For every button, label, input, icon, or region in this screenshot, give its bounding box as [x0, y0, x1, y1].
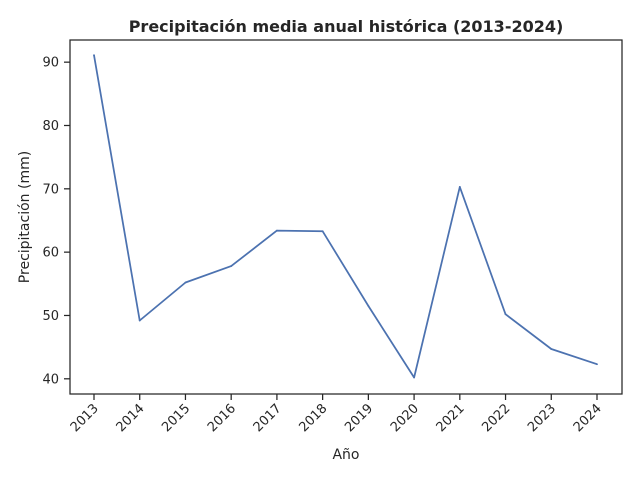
- y-axis: 40 50 60 70 80 90: [42, 56, 70, 387]
- data-point-2021: [458, 186, 461, 188]
- y-tick-label: 50: [42, 309, 59, 324]
- x-tick-label: 2020: [388, 401, 422, 435]
- x-tick-label: 2019: [342, 401, 376, 435]
- data-point-2019: [367, 305, 370, 307]
- data-point-2017: [276, 229, 278, 232]
- x-tick-label: 2013: [68, 401, 102, 435]
- data-point-2020: [413, 376, 415, 379]
- x-tick-label: 2016: [205, 401, 239, 435]
- plot-area: [69, 39, 623, 395]
- data-point-2018: [321, 230, 324, 233]
- x-tick-label: 2021: [434, 401, 468, 435]
- series-layer: [93, 54, 598, 379]
- series-line: [93, 55, 598, 379]
- data-point-2014: [138, 319, 141, 322]
- x-tick-label: 2022: [479, 401, 513, 435]
- data-point-2015: [184, 281, 187, 284]
- y-tick-label: 70: [42, 182, 59, 197]
- x-tick-label: 2024: [571, 401, 605, 435]
- chart-title: Precipitación media anual histórica (201…: [129, 17, 564, 36]
- x-tick-label: 2017: [251, 401, 285, 435]
- plot-frame: [69, 39, 623, 395]
- x-tick-label: 2015: [159, 401, 193, 435]
- data-point-2016: [230, 265, 233, 267]
- data-point-2022: [504, 313, 507, 316]
- x-tick-label: 2023: [525, 401, 559, 435]
- data-point-2023: [550, 348, 553, 350]
- x-tick-label: 2014: [114, 401, 148, 435]
- data-point-2024: [596, 363, 598, 366]
- data-point-2013: [93, 54, 95, 57]
- y-tick-label: 60: [42, 246, 59, 261]
- y-axis-title: Precipitación (mm): [17, 151, 33, 283]
- y-tick-label: 40: [42, 372, 59, 387]
- x-axis: 2013 2014 2015 2016 2017 2018 2019 2020 2021 2022…: [68, 394, 605, 435]
- y-tick-label: 80: [42, 119, 59, 134]
- x-axis-title: Año: [332, 447, 359, 463]
- y-tick-label: 90: [42, 56, 59, 71]
- x-tick-label: 2018: [296, 401, 330, 435]
